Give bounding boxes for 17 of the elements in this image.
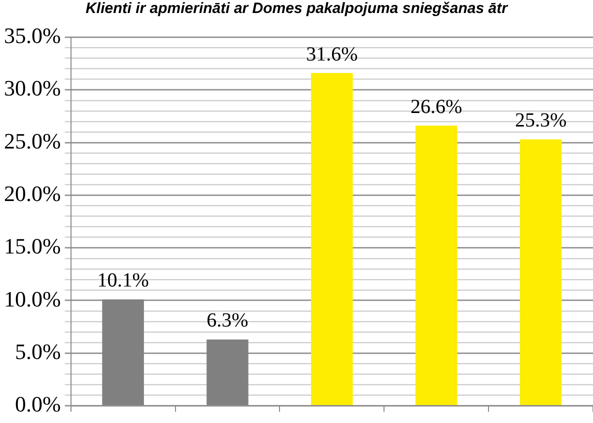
bar [415, 126, 458, 406]
y-tick-label: 10.0% [4, 286, 61, 312]
y-tick-label: 30.0% [4, 76, 61, 101]
data-label: 6.3% [206, 310, 248, 332]
bar [311, 73, 353, 406]
data-label: 25.3% [514, 110, 567, 132]
y-tick-label: 15.0% [4, 234, 61, 259]
y-tick-label: 20.0% [4, 180, 61, 206]
chart-title: Klienti ir apmierināti ar Domes pakalpojuma sniegšanas ātr [84, 0, 510, 18]
data-label: 10.1% [97, 270, 149, 292]
data-label: 26.6% [410, 96, 462, 118]
data-label: 31.6% [306, 43, 358, 66]
bar [520, 139, 562, 406]
y-tick-label: 0.0% [15, 392, 61, 417]
y-tick-label: 35.0% [4, 22, 61, 48]
y-tick-label: 5.0% [15, 338, 61, 364]
y-tick-label: 25.0% [4, 128, 61, 154]
